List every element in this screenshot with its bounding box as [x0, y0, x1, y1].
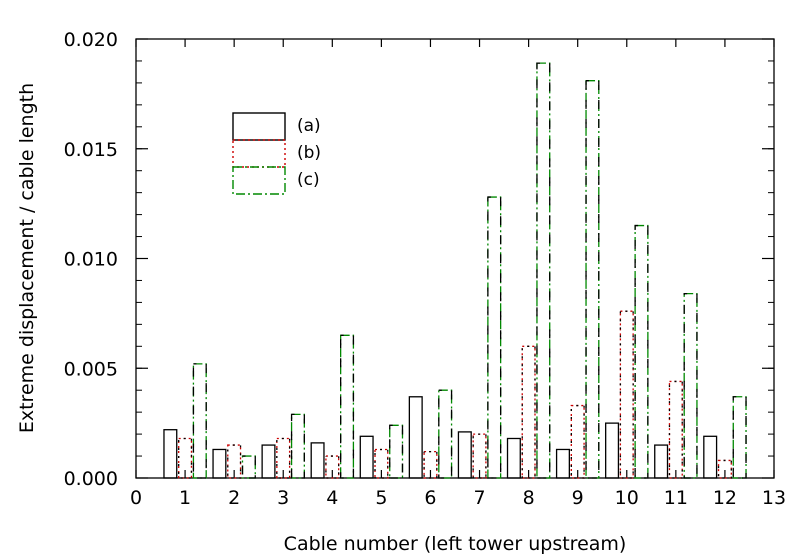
x-tick-label: 13 — [762, 487, 786, 509]
x-tick-label: 7 — [473, 487, 485, 509]
legend-label: (a) — [297, 116, 321, 136]
bar-a-cable-3 — [261, 444, 276, 479]
bar-c-cable-5 — [389, 424, 404, 479]
bar-c-cable-9 — [585, 80, 600, 479]
bar-c-cable-6 — [438, 389, 453, 479]
legend-swatch-a — [232, 112, 286, 141]
bar-outline-overlay — [521, 345, 536, 479]
bar-outline-overlay — [536, 62, 551, 479]
y-tick-label: 0.010 — [64, 249, 118, 271]
bar-outline-overlay — [472, 433, 487, 479]
bar-c-cable-8 — [536, 62, 551, 479]
x-tick-label: 8 — [523, 487, 535, 509]
bar-c-cable-3 — [290, 413, 305, 479]
bar-b-cable-9 — [570, 404, 585, 479]
legend-label: (c) — [297, 170, 320, 190]
x-tick-label: 0 — [130, 487, 142, 509]
bar-b-cable-10 — [619, 310, 634, 479]
x-tick-label: 6 — [424, 487, 436, 509]
bar-c-cable-4 — [340, 334, 355, 479]
legend-label: (b) — [297, 143, 321, 163]
x-tick-label: 11 — [664, 487, 688, 509]
bar-a-cable-9 — [555, 448, 570, 479]
bar-outline-overlay — [192, 363, 207, 479]
bar-a-cable-6 — [408, 396, 423, 479]
x-tick-label: 10 — [615, 487, 639, 509]
legend-swatch-c — [232, 166, 286, 195]
bar-outline-overlay — [438, 389, 453, 479]
bar-a-cable-11 — [654, 444, 669, 479]
bar-b-cable-8 — [521, 345, 536, 479]
bar-a-cable-5 — [359, 435, 374, 479]
bar-outline-overlay — [634, 224, 649, 479]
bar-outline-overlay — [178, 437, 193, 479]
bar-a-cable-1 — [163, 429, 178, 479]
bar-series-group — [163, 62, 747, 479]
bar-c-cable-10 — [634, 224, 649, 479]
x-tick-label: 9 — [572, 487, 584, 509]
bar-outline-overlay — [340, 334, 355, 479]
bar-outline-overlay — [389, 424, 404, 479]
bar-outline-overlay — [290, 413, 305, 479]
bar-a-cable-10 — [605, 422, 620, 479]
x-tick-label: 4 — [326, 487, 338, 509]
bar-c-cable-1 — [192, 363, 207, 479]
x-tick-label: 5 — [375, 487, 387, 509]
bar-outline-overlay — [423, 451, 438, 479]
x-tick-label: 1 — [179, 487, 191, 509]
bar-outline-overlay — [732, 396, 747, 479]
bar-outline-overlay — [487, 196, 502, 479]
bar-outline-overlay — [276, 437, 291, 479]
bar-outline-overlay — [325, 455, 340, 479]
bar-a-cable-4 — [310, 442, 325, 479]
x-axis-label: Cable number (left tower upstream) — [284, 533, 627, 555]
plot-frame — [135, 38, 775, 479]
y-tick-label: 0.005 — [64, 358, 118, 380]
bar-a-cable-7 — [457, 431, 472, 479]
bar-a-cable-2 — [212, 448, 227, 479]
bar-outline-overlay — [570, 404, 585, 479]
bar-a-cable-12 — [703, 435, 718, 479]
bar-a-cable-8 — [506, 437, 521, 479]
bar-c-cable-7 — [487, 196, 502, 479]
x-tick-label: 2 — [228, 487, 240, 509]
bar-c-cable-11 — [683, 292, 698, 479]
bar-outline-overlay — [619, 310, 634, 479]
bar-outline-overlay — [585, 80, 600, 479]
bar-outline-overlay — [668, 380, 683, 479]
legend: (a) (b) (c) — [232, 112, 321, 195]
x-tick-label: 3 — [277, 487, 289, 509]
bar-c-cable-12 — [732, 396, 747, 479]
bar-c-cable-2 — [241, 455, 256, 479]
bar-outline-overlay — [241, 455, 256, 479]
bar-outline-overlay — [227, 444, 242, 479]
x-tick-label: 12 — [713, 487, 737, 509]
bar-outline-overlay — [374, 448, 389, 479]
y-tick-label: 0.015 — [64, 139, 118, 161]
bar-outline-overlay — [683, 292, 698, 479]
legend-swatch-b — [232, 139, 286, 168]
axis-ticks: 0 1 2 3 4 5 6 7 8 9 10 11 12 130.0000.0050.0100.0150.… — [64, 29, 787, 509]
y-tick-label: 0.000 — [64, 468, 118, 490]
y-axis-label: Extreme displacement / cable length — [16, 83, 38, 433]
y-tick-label: 0.020 — [64, 29, 118, 51]
bar-b-cable-11 — [668, 380, 683, 479]
bar-outline-overlay — [717, 459, 732, 479]
